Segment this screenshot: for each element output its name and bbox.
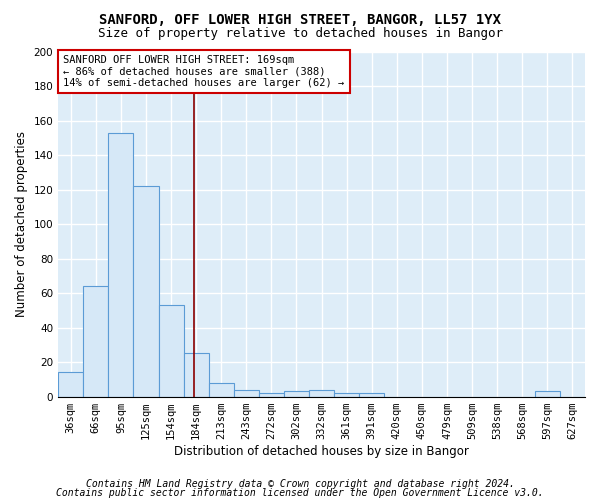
Text: Contains public sector information licensed under the Open Government Licence v3: Contains public sector information licen… [56, 488, 544, 498]
Bar [334, 393, 359, 396]
X-axis label: Distribution of detached houses by size in Bangor: Distribution of detached houses by size … [174, 444, 469, 458]
Bar [259, 393, 284, 396]
Bar [284, 392, 309, 396]
Bar [234, 390, 259, 396]
Bar [58, 372, 83, 396]
Text: Size of property relative to detached houses in Bangor: Size of property relative to detached ho… [97, 28, 503, 40]
Bar [109, 132, 133, 396]
Text: SANFORD, OFF LOWER HIGH STREET, BANGOR, LL57 1YX: SANFORD, OFF LOWER HIGH STREET, BANGOR, … [99, 12, 501, 26]
Bar [209, 383, 234, 396]
Bar [83, 286, 109, 397]
Bar [133, 186, 158, 396]
Bar [158, 305, 184, 396]
Bar [309, 390, 334, 396]
Text: Contains HM Land Registry data © Crown copyright and database right 2024.: Contains HM Land Registry data © Crown c… [86, 479, 514, 489]
Y-axis label: Number of detached properties: Number of detached properties [15, 131, 28, 317]
Text: SANFORD OFF LOWER HIGH STREET: 169sqm
← 86% of detached houses are smaller (388): SANFORD OFF LOWER HIGH STREET: 169sqm ← … [64, 55, 344, 88]
Bar [184, 354, 209, 397]
Bar [359, 393, 385, 396]
Bar [535, 392, 560, 396]
